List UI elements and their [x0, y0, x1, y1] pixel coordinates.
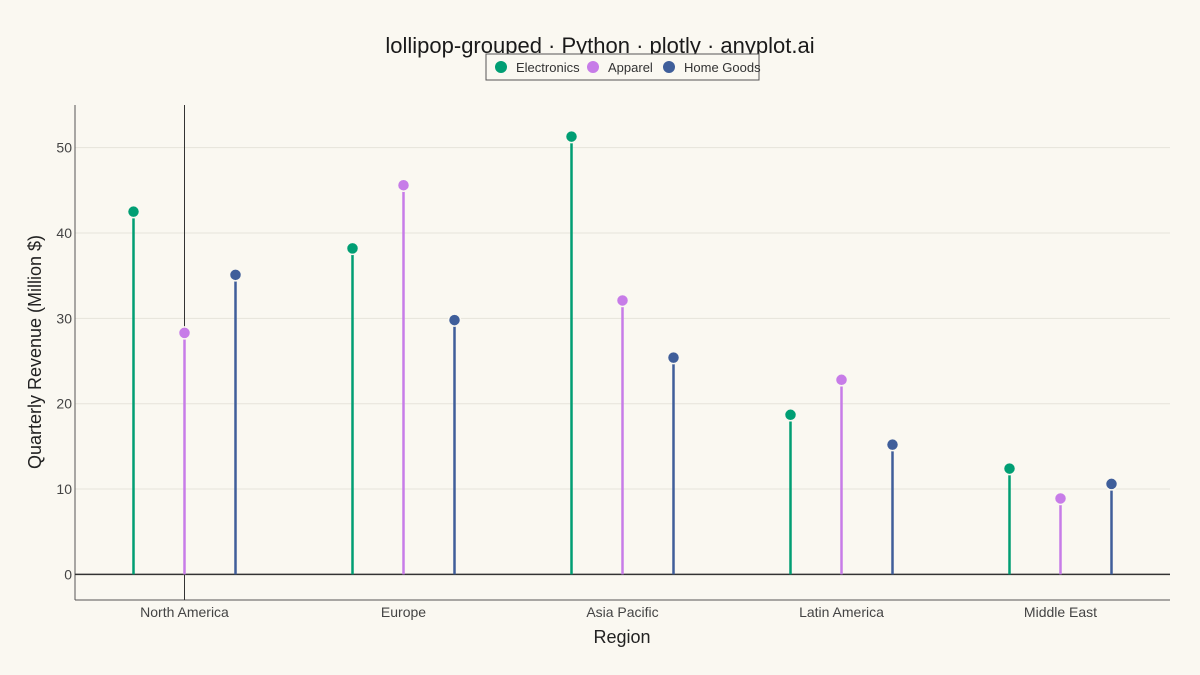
legend-label: Home Goods [684, 60, 761, 75]
x-axis-title: Region [593, 627, 650, 647]
lollipop-point[interactable] [1002, 461, 1017, 476]
legend-item[interactable]: Home Goods [663, 60, 761, 75]
lollipop-point[interactable] [228, 268, 243, 282]
x-tick-label: Asia Pacific [586, 604, 658, 620]
legend[interactable]: Electronics Apparel Home Goods [485, 53, 761, 81]
lollipop-point[interactable] [177, 326, 192, 340]
y-tick-label: 40 [56, 225, 72, 241]
lollipop-point[interactable] [885, 437, 900, 452]
lollipop-point[interactable] [834, 373, 849, 387]
legend-box [485, 53, 760, 81]
legend-item[interactable]: Electronics [495, 60, 580, 75]
y-tick-label: 10 [56, 481, 72, 497]
x-tick-label: Latin America [799, 604, 884, 620]
x-tick-label: Middle East [1024, 604, 1097, 620]
lollipop-point[interactable] [447, 313, 462, 327]
y-tick-label: 30 [56, 310, 72, 326]
lollipop-point[interactable] [345, 241, 360, 256]
legend-label: Apparel [608, 60, 653, 75]
legend-label: Electronics [516, 60, 580, 75]
y-axis-title: Quarterly Revenue (Million $) [25, 235, 45, 469]
legend-marker [587, 61, 599, 73]
y-axis-ticks: 0 10 20 30 40 50 [56, 140, 72, 583]
legend-marker [663, 61, 675, 73]
lollipop-point[interactable] [126, 204, 141, 219]
x-tick-label: North America [140, 604, 229, 620]
legend-marker [495, 61, 507, 73]
legend-item[interactable]: Apparel [587, 60, 653, 75]
y-tick-label: 20 [56, 396, 72, 412]
lollipop-point[interactable] [1053, 491, 1068, 506]
lollipop-point[interactable] [564, 129, 579, 144]
lollipop-point[interactable] [666, 350, 681, 365]
lollipop-point[interactable] [615, 293, 630, 308]
y-tick-label: 50 [56, 140, 72, 156]
x-axis-ticks: North America Europe Asia Pacific Latin Ame… [140, 604, 1097, 620]
lollipop-marks[interactable] [126, 129, 1119, 575]
lollipop-point[interactable] [396, 178, 411, 192]
y-tick-label: 0 [64, 566, 72, 582]
x-tick-label: Europe [381, 604, 426, 620]
lollipop-point[interactable] [783, 408, 798, 422]
lollipop-point[interactable] [1104, 477, 1119, 491]
